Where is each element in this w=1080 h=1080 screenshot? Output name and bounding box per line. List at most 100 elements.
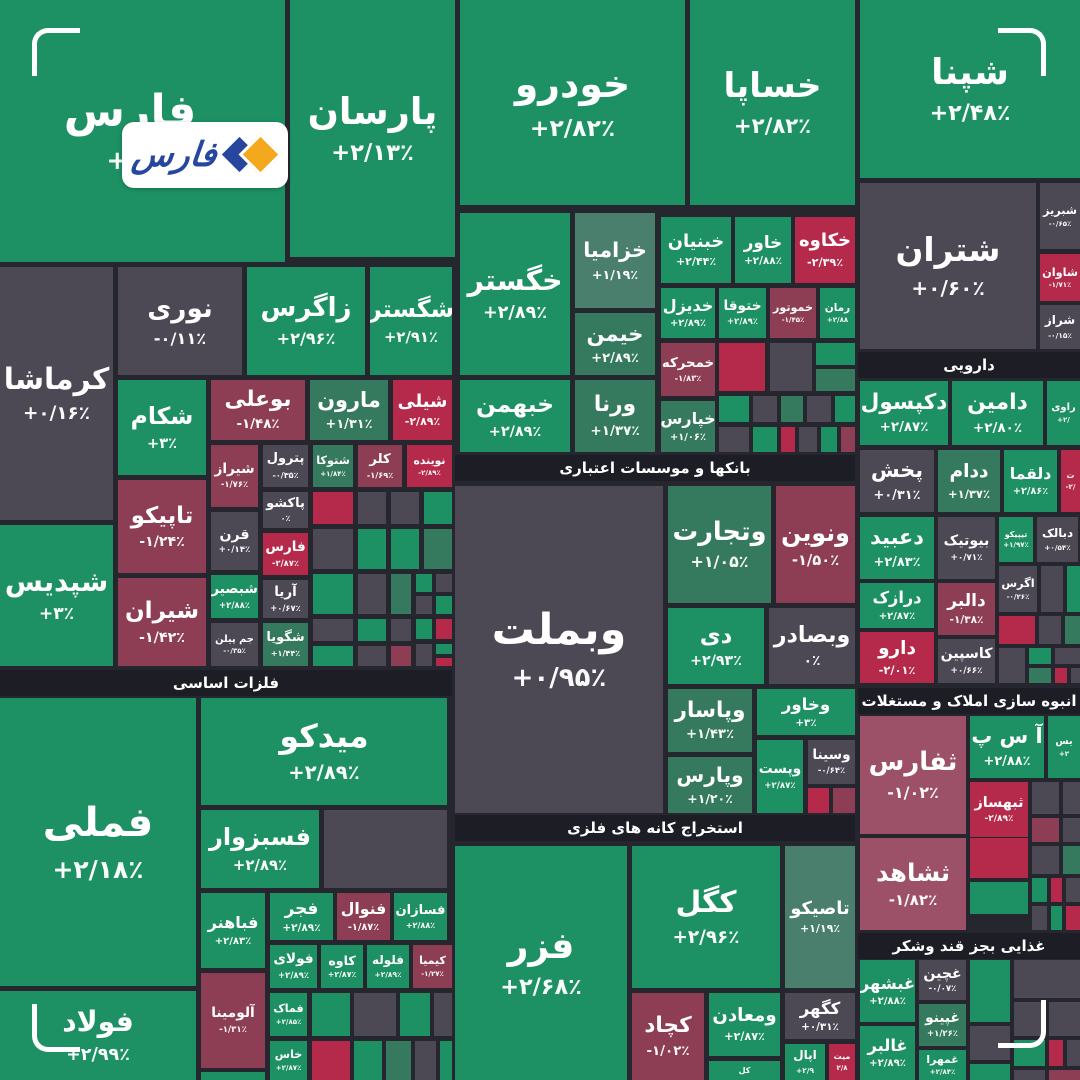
ticker-change-value: +۰/۷۱٪ [950,552,983,563]
frame-corner-tr [998,28,1046,76]
tile-unlabeled [1049,1070,1080,1080]
tile-unlabeled [1032,846,1059,874]
tile-کیمیا: کیمیا -۱/۲۷٪ [413,945,452,988]
ticker-change-value: +۲/۸۴٪ [929,1068,956,1077]
ticker-change-value: +۲/۴۸٪ [929,100,1011,127]
ticker-label: دی [699,622,733,649]
tile-خبنیان: خبنیان +۲/۴۴٪ [661,217,731,283]
ticker-label: اگرس [1001,575,1035,590]
ticker-change-value: +۲/۴۴٪ [675,255,717,269]
sector-header-label: استخراج کانه های فلزی [567,819,743,837]
tile-شراز: شراز -۰/۱۵٪ [1040,305,1080,349]
ticker-change-value: -۲/۳۹٪ [806,255,844,269]
ticker-change-value: +۲/۹۳٪ [690,653,742,670]
ticker-label: شبصیر [211,581,258,598]
ticker-label: خکاوه [799,230,852,252]
tile-بوعلی: بوعلی -۱/۴۸٪ [211,380,305,440]
ticker-label: ثبهساز [974,794,1024,811]
tile-unlabeled [970,882,1028,914]
ticker-change-value: +۰/۵۴٪ [1044,542,1071,552]
tile-unlabeled [808,788,829,813]
tile-unlabeled [1067,1040,1080,1066]
ticker-label: زاگرس [260,292,352,323]
ticker-label: خودرو [514,62,631,107]
tile-unlabeled [313,646,353,666]
tile-unlabeled [781,427,795,452]
tile-unlabeled [719,343,765,391]
tile-unlabeled [1039,616,1061,644]
tile-unlabeled [436,619,452,639]
ticker-label: دارو [878,638,916,660]
ticker-change-value: -۱/۴۸٪ [236,417,280,433]
ticker-change-value: +۱/۱۹٪ [799,922,841,936]
tile-خساپا: خساپا +۲/۸۲٪ [690,0,855,205]
ticker-change-value: +۲/۸۹٪ [591,350,639,366]
ticker-change-value: ۰٪ [803,652,821,669]
tile-خزامیا: خزامیا +۱/۱۹٪ [575,213,655,308]
ticker-label: کگل [675,885,737,921]
ticker-change-value: +۲/۹۹٪ [66,1044,130,1065]
tile-فارس: فارس -۲/۸۷٪ [263,533,308,575]
ticker-label: وتجارت [672,516,767,547]
tile-کگهر: کگهر +۰/۳۱٪ [785,993,855,1039]
ticker-change-value: +۲/۹۶٪ [276,329,336,349]
tile-خبهمن: خبهمن +۲/۸۹٪ [460,380,570,452]
ticker-label: شاوان [1042,265,1078,279]
tile-unlabeled [436,596,452,614]
tile-unlabeled [1049,1040,1063,1066]
ticker-change-value: -۰/۲۶٪ [1006,592,1030,602]
ticker-change-value: +۲ [1058,749,1070,758]
tile-خاس: خاس +۲/۸۷٪ [270,1041,307,1080]
tile-خودرو: خودرو +۲/۸۲٪ [460,0,685,205]
tile-unlabeled [391,619,411,641]
ticker-label: ثفارس [868,747,958,778]
tile-فماک: فماک +۲/۸۵٪ [270,993,307,1036]
ticker-change-value: +۲/۸۸٪ [983,753,1031,769]
tile-unlabeled [1029,668,1051,683]
tile-unlabeled [833,788,855,813]
sector-header-label: فلزات اساسی [172,674,280,692]
ticker-change-value: +۱/۴۴٪ [270,648,301,659]
ticker-label: شیراز [214,460,255,477]
frame-corner-br [998,1000,1046,1048]
tile-دکپسول: دکپسول +۲/۸۷٪ [860,381,948,445]
ticker-change-value: +۱/۰۵٪ [690,552,749,572]
ticker-label: وپست [758,761,802,778]
tile-وسینا: وسینا -۰/۶۴٪ [808,740,855,784]
tile-unlabeled [1051,906,1062,930]
tile-تاپیکو: تاپیکو -۱/۲۴٪ [118,480,206,573]
ticker-label: جم پیلن [215,633,254,645]
tile-دالبر: دالبر -۱/۳۸٪ [938,583,995,635]
tile-unlabeled [816,343,855,365]
tile-کل: کل [709,1061,780,1080]
ticker-label: خبهمن [476,391,554,419]
ticker-change-value: -۱/۷۶٪ [220,480,249,491]
tile-unlabeled [816,369,855,391]
tile-شپدیس: شپدیس +۳٪ [0,525,113,666]
ticker-change-value: +۲/۹ [796,1065,814,1075]
ticker-label: آلومینا [211,1005,255,1022]
ticker-label: فجر [284,898,319,919]
ticker-change-value: ۲/۸ [836,1063,848,1072]
tile-unlabeled [312,1041,350,1080]
ticker-change-value: -۱/۰۲٪ [887,782,939,802]
tile-unlabeled [999,616,1035,644]
tile-unlabeled [1014,1070,1045,1080]
ticker-label: شیران [124,598,200,625]
tile-مارون: مارون +۱/۳۱٪ [310,380,388,440]
tile-unlabeled [358,574,386,614]
ticker-change-value: -۱/۲۴٪ [139,533,185,550]
ticker-label: کل [738,1065,751,1075]
frame-corner-bl [32,1004,80,1052]
tile-unlabeled [434,993,452,1036]
tile-unlabeled [841,427,855,452]
ticker-change-value: -۰/۳۵٪ [272,469,299,480]
tile-شیلی: شیلی -۲/۸۹٪ [393,380,452,440]
ticker-change-value: +۱/۳۱٪ [325,416,373,432]
tile-unlabeled [799,427,817,452]
tile-unlabeled [1055,648,1080,664]
ticker-change-value: -۲/۸۷٪ [272,558,299,569]
ticker-change-value: +۲/۹۱٪ [384,328,438,346]
tile-شیراز: شیراز -۱/۷۶٪ [211,445,258,507]
